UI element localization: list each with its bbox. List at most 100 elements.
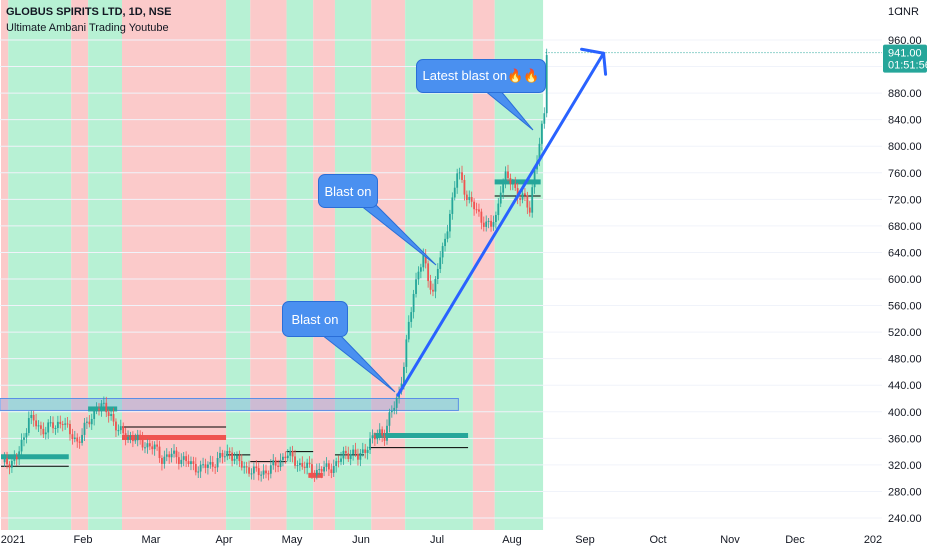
candle-body xyxy=(325,463,328,467)
candle-body xyxy=(88,421,91,425)
price-tick-label: 400.00 xyxy=(888,407,922,419)
candle-body xyxy=(141,438,144,448)
candle-body xyxy=(98,408,100,411)
zone-green xyxy=(226,0,251,530)
candle-body xyxy=(344,450,347,454)
candle-body xyxy=(151,446,154,450)
candle-body xyxy=(71,434,74,439)
candle-body xyxy=(432,289,434,292)
candle-body xyxy=(260,474,263,476)
candle-body xyxy=(361,449,364,454)
candle-body xyxy=(136,434,139,441)
candle-body xyxy=(223,456,226,458)
candle-body xyxy=(23,437,25,440)
candle-body xyxy=(349,454,352,460)
candle-body xyxy=(134,440,137,442)
candle-body xyxy=(15,456,18,460)
candle-body xyxy=(37,425,40,427)
candle-body xyxy=(485,221,488,227)
countdown-label: 01:51:56 xyxy=(888,60,931,72)
candle-body xyxy=(204,464,207,468)
candle-body xyxy=(112,414,115,422)
candle-body xyxy=(439,257,442,269)
candle-body xyxy=(519,198,521,200)
candle-body xyxy=(250,473,253,475)
candle-body xyxy=(76,437,79,442)
candle-body xyxy=(383,435,386,441)
candle-body xyxy=(465,194,468,200)
price-tick-label: 720.00 xyxy=(888,194,922,206)
candle-body xyxy=(458,172,461,174)
candle-body xyxy=(10,460,13,468)
candle-body xyxy=(13,456,16,461)
candle-body xyxy=(352,449,355,455)
price-tick-label: 680.00 xyxy=(888,221,922,233)
candle-body xyxy=(156,444,158,447)
time-tick-label: Feb xyxy=(74,534,93,546)
candle-body xyxy=(32,414,35,421)
candle-body xyxy=(194,463,197,473)
candle-body xyxy=(153,444,156,450)
zone-red xyxy=(313,0,335,530)
time-tick-label: Jul xyxy=(430,534,444,546)
candle-body xyxy=(42,428,45,435)
candle-body xyxy=(6,458,8,465)
candle-body xyxy=(538,143,541,162)
price-tick-label: 600.00 xyxy=(888,274,922,286)
candle-body xyxy=(415,279,417,294)
zone-red xyxy=(1,0,9,530)
candle-body xyxy=(482,222,485,227)
callout-blast-2[interactable]: Blast on xyxy=(318,174,378,208)
current-price-tag xyxy=(883,44,927,73)
candle-body xyxy=(499,192,502,204)
candle-body xyxy=(313,473,316,476)
candle-body xyxy=(371,435,374,439)
time-tick-label: Aug xyxy=(502,534,522,546)
candle-body xyxy=(422,254,425,268)
price-axis-top-label: 1C xyxy=(888,6,902,18)
candle-body xyxy=(262,470,265,475)
trend-arrow xyxy=(396,47,608,397)
candle-body xyxy=(342,450,345,459)
candle-body xyxy=(303,466,306,468)
candle-body xyxy=(419,267,422,272)
candle-body xyxy=(78,441,81,443)
candle-body xyxy=(308,462,311,465)
callout-blast-1[interactable]: Blast on xyxy=(282,301,348,337)
candle-body xyxy=(315,469,318,476)
candle-body xyxy=(373,435,376,440)
price-axis-bg xyxy=(882,0,932,550)
candle-body xyxy=(35,420,37,427)
callout-blast-3[interactable]: Latest blast on🔥🔥 xyxy=(416,59,546,93)
candle-body xyxy=(221,452,224,457)
price-tick-label: 640.00 xyxy=(888,247,922,259)
candle-body xyxy=(27,418,30,433)
candle-body xyxy=(211,462,214,467)
candle-body xyxy=(100,403,103,411)
time-tick-label: 2021 xyxy=(1,534,25,546)
candle-body xyxy=(427,263,430,282)
candle-body xyxy=(131,436,134,442)
candle-body xyxy=(296,465,299,467)
time-tick-label: Apr xyxy=(215,534,232,546)
candle-body xyxy=(18,451,21,460)
candle-body xyxy=(511,183,514,185)
price-tick-label: 360.00 xyxy=(888,433,922,445)
candle-body xyxy=(463,179,466,195)
candle-body xyxy=(524,193,526,196)
price-tick-label: 880.00 xyxy=(888,88,922,100)
candle-body xyxy=(514,183,517,189)
price-tick-label: 760.00 xyxy=(888,168,922,180)
candle-body xyxy=(475,209,478,211)
candle-body xyxy=(231,452,234,461)
candle-body xyxy=(274,460,277,466)
price-tick-label: 520.00 xyxy=(888,327,922,339)
candle-body xyxy=(209,462,212,465)
candle-body xyxy=(516,188,519,199)
candle-body xyxy=(83,422,86,435)
candle-body xyxy=(110,414,113,416)
level-boxes xyxy=(0,179,541,478)
candle-body xyxy=(494,215,497,223)
zone-green xyxy=(286,0,314,530)
candle-body xyxy=(66,423,69,425)
